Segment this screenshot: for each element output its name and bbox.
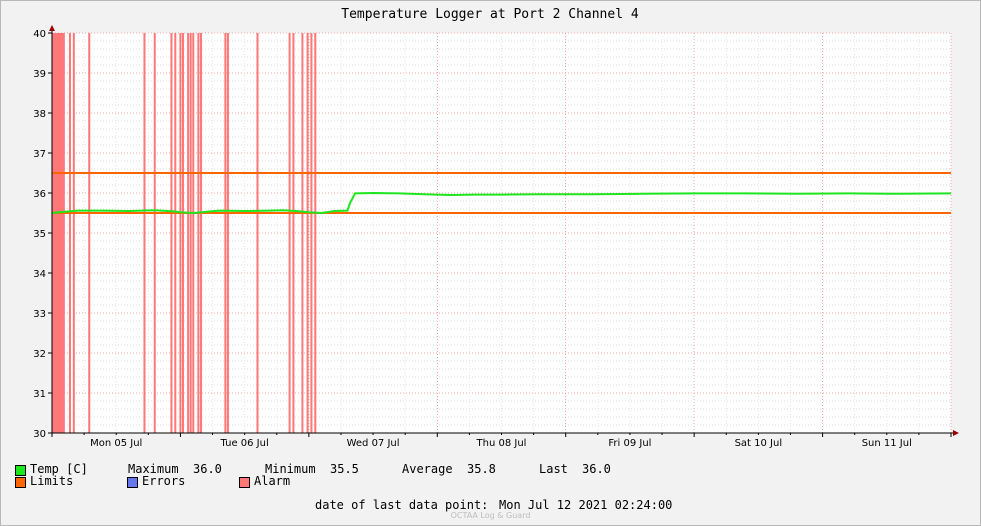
alarm-bar [314,33,317,433]
x-axis-ticks: Mon 05 Jul Tue 06 Jul Wed 07 Jul Thu 08 Jul… [51,433,952,449]
alarm-bar [301,33,304,433]
temp-legend-label: Temp [C] [30,462,88,476]
alarm-bar [288,33,291,433]
alarm-bar [192,33,195,433]
alarm-bar [174,33,177,433]
x-tick-label: Wed 07 Jul [347,438,400,449]
minimum-value: 35.5 [330,462,359,476]
average-label: Average [402,462,453,476]
limits-legend-label: Limits [30,474,74,488]
y-tick-label: 35 [33,229,46,240]
alarm-bar [224,33,227,433]
maximum-value: 36.0 [193,462,222,476]
alarm-bar [256,33,259,433]
errors-swatch [127,477,138,488]
last-label: Last [539,462,568,476]
watermark: OCTAA Log & Guard [450,511,531,520]
x-tick-label: Fri 09 Jul [608,438,651,449]
y-tick-label: 34 [33,269,46,280]
y-tick-label: 39 [33,69,46,80]
errors-legend-label: Errors [142,474,186,488]
x-tick-label: Sun 11 Jul [862,438,912,449]
alarm-bar [72,33,75,433]
y-tick-label: 32 [33,349,46,360]
y-axis-ticks: 30 31 32 33 34 35 36 37 38 39 40 [33,29,52,440]
temp-swatch [15,465,26,476]
alarm-bar [197,33,200,433]
y-tick-label: 36 [33,189,46,200]
chart-title: Temperature Logger at Port 2 Channel 4 [341,7,639,22]
x-tick-label: Tue 06 Jul [220,438,269,449]
alarm-bar [170,33,173,433]
alarm-layer [52,33,317,433]
alarm-bar [189,33,192,433]
last-data-point-label: date of last data point: [315,498,489,512]
y-tick-label: 33 [33,309,46,320]
y-tick-label: 37 [33,149,46,160]
alarm-bar [143,33,146,433]
minimum-label: Minimum [265,462,316,476]
y-tick-label: 40 [33,29,46,40]
alarm-legend-label: Alarm [254,474,291,488]
temp-series-line [51,191,952,215]
maximum-label: Maximum [128,462,179,476]
alarm-bar [181,33,184,433]
alarm-bar [68,33,71,433]
y-axis-arrow [49,25,55,31]
alarm-swatch [239,477,250,488]
axis-layer [49,25,959,436]
alarm-bar [179,33,182,433]
average-value: 35.8 [467,462,496,476]
limits-swatch [15,477,26,488]
x-tick-label: Mon 05 Jul [90,438,142,449]
last-value: 36.0 [582,462,611,476]
alarm-bar [199,33,202,433]
y-tick-label: 30 [33,429,46,440]
alarm-bar [292,33,295,433]
last-data-point-value: Mon Jul 12 2021 02:24:00 [499,498,673,512]
alarm-bar [306,33,309,433]
alarm-bar [226,33,229,433]
alarm-block [52,33,65,433]
y-tick-label: 31 [33,389,46,400]
x-tick-label: Thu 08 Jul [476,438,527,449]
y-tick-label: 38 [33,109,46,120]
alarm-bar [88,33,91,433]
series-layer [51,191,952,215]
alarm-bar [310,33,313,433]
x-axis-arrow [953,430,959,436]
x-tick-label: Sat 10 Jul [735,438,783,449]
alarm-bar [187,33,190,433]
alarm-bar [153,33,156,433]
